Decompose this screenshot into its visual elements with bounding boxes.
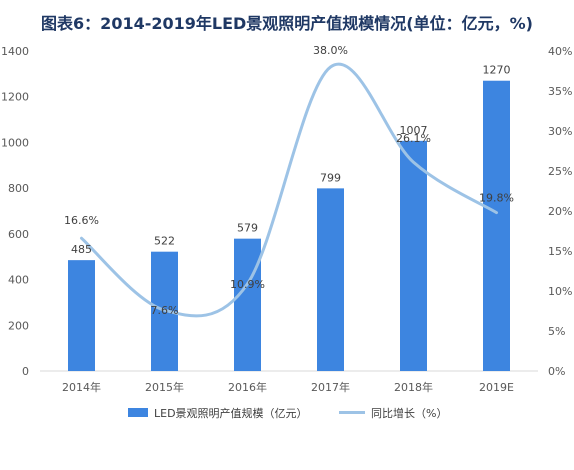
- bar-value-label: 799: [320, 171, 341, 184]
- line-value-label: 10.9%: [230, 278, 265, 291]
- bar: [234, 238, 261, 371]
- bar: [400, 140, 427, 371]
- growth-line: [80, 62, 498, 318]
- line-value-label: 16.6%: [64, 214, 99, 227]
- y-left-tick-label: 1400: [1, 45, 29, 58]
- line-value-label: 19.8%: [479, 192, 514, 205]
- y-left-tick-label: 200: [8, 319, 29, 332]
- x-tick-label: 2015年: [145, 380, 184, 394]
- bar: [68, 260, 95, 371]
- x-tick-label: 2014年: [62, 380, 101, 394]
- y-left-tick-label: 0: [22, 365, 29, 378]
- bar: [483, 80, 510, 371]
- legend-line-label: 同比增长（%）: [371, 406, 447, 420]
- bar: [317, 188, 344, 371]
- line-value-label: 38.0%: [313, 44, 348, 57]
- bar-value-label: 485: [71, 243, 92, 256]
- bar-value-label: 579: [237, 222, 258, 235]
- y-right-tick-label: 5%: [548, 325, 565, 338]
- y-right-tick-label: 40%: [548, 45, 572, 58]
- x-tick-label: 2017年: [311, 380, 350, 394]
- y-right-tick-label: 35%: [548, 85, 572, 98]
- line-value-label: 26.1%: [396, 132, 431, 145]
- y-left-tick-label: 600: [8, 228, 29, 241]
- chart-title: 图表6：2014-2019年LED景观照明产值规模情况(单位：亿元，%): [41, 14, 533, 33]
- legend-bar-label: LED景观照明产值规模（亿元）: [154, 406, 308, 420]
- y-right-tick-label: 30%: [548, 125, 572, 138]
- y-left-tick-label: 800: [8, 182, 29, 195]
- y-right-tick-label: 0%: [548, 365, 565, 378]
- x-tick-label: 2016年: [228, 380, 267, 394]
- line-value-label: 7.6%: [151, 304, 179, 317]
- bar-value-label: 1007: [400, 124, 428, 137]
- legend-bar-swatch: [128, 408, 148, 417]
- y-right-tick-label: 20%: [548, 205, 572, 218]
- y-right-tick-label: 25%: [548, 165, 572, 178]
- x-tick-label: 2019E: [479, 381, 514, 394]
- bar-value-label: 1270: [483, 64, 511, 77]
- y-right-tick-label: 15%: [548, 245, 572, 258]
- y-left-tick-label: 1000: [1, 136, 29, 149]
- bar-value-label: 522: [154, 235, 175, 248]
- x-tick-label: 2018年: [394, 380, 433, 394]
- y-left-tick-label: 1200: [1, 91, 29, 104]
- y-right-tick-label: 10%: [548, 285, 572, 298]
- y-left-tick-label: 400: [8, 274, 29, 287]
